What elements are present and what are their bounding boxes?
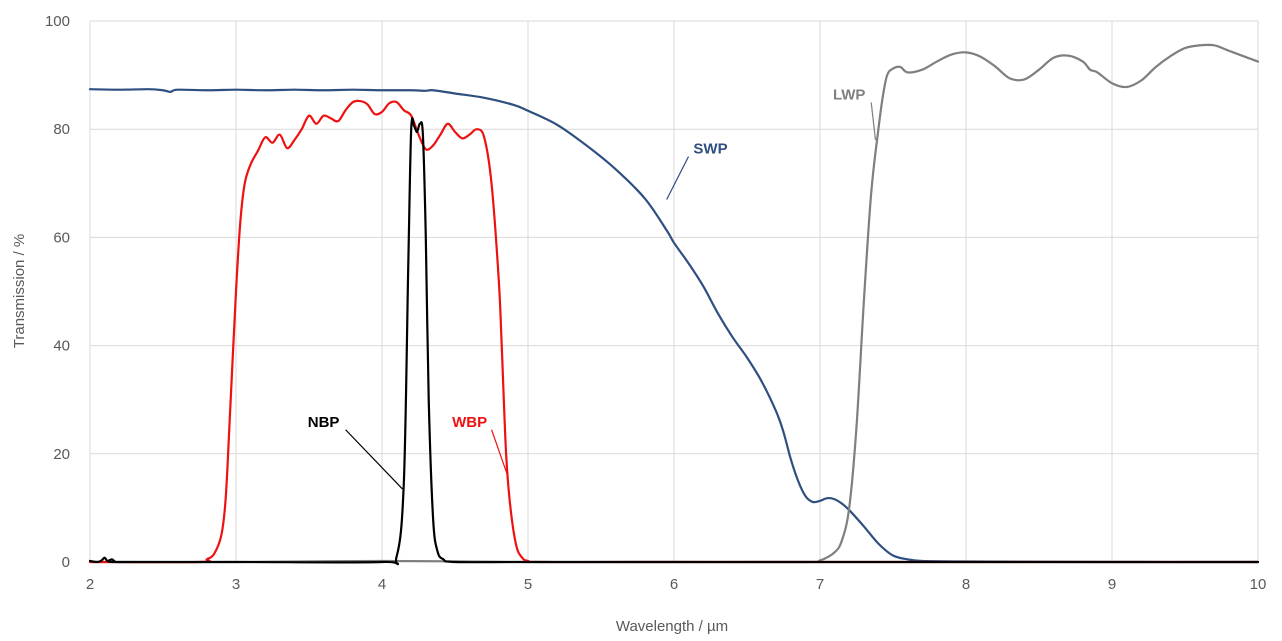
leader-line-swp (666, 156, 690, 200)
leader-line-nbp (345, 429, 403, 490)
series-lines (88, 43, 1260, 566)
series-line-wbp (88, 99, 1260, 564)
y-axis-tick-labels: 0 20 40 60 80 100 (45, 13, 70, 571)
series-line-swp (88, 88, 1260, 564)
x-tick-label-6: 6 (670, 576, 678, 593)
y-tick-label-80: 80 (53, 121, 70, 138)
series-label-swp: SWP (693, 141, 727, 158)
series-label-lwp: LWP (833, 86, 866, 103)
x-tick-label-2: 2 (86, 576, 94, 593)
y-tick-label-40: 40 (53, 338, 70, 355)
y-axis-title: Transmission / % (11, 234, 28, 348)
y-tick-label-0: 0 (62, 554, 70, 571)
x-tick-label-8: 8 (962, 576, 970, 593)
x-tick-label-9: 9 (1108, 576, 1116, 593)
x-tick-label-10: 10 (1250, 576, 1267, 593)
series-annotations: SWP LWP WBP NBP (308, 86, 877, 490)
series-line-nbp (88, 117, 1260, 566)
series-label-nbp: NBP (308, 414, 340, 431)
x-axis-title: Wavelength / µm (616, 618, 728, 635)
y-tick-label-100: 100 (45, 13, 70, 30)
y-tick-label-60: 60 (53, 229, 70, 246)
x-tick-label-7: 7 (816, 576, 824, 593)
series-label-wbp: WBP (452, 414, 487, 431)
x-tick-label-3: 3 (232, 576, 240, 593)
leader-line-wbp (491, 429, 509, 476)
leader-line-lwp (870, 102, 877, 141)
x-axis-tick-labels: 2 3 4 5 6 7 8 9 10 (86, 576, 1267, 593)
x-tick-label-4: 4 (378, 576, 386, 593)
x-tick-label-5: 5 (524, 576, 532, 593)
y-tick-label-20: 20 (53, 446, 70, 463)
